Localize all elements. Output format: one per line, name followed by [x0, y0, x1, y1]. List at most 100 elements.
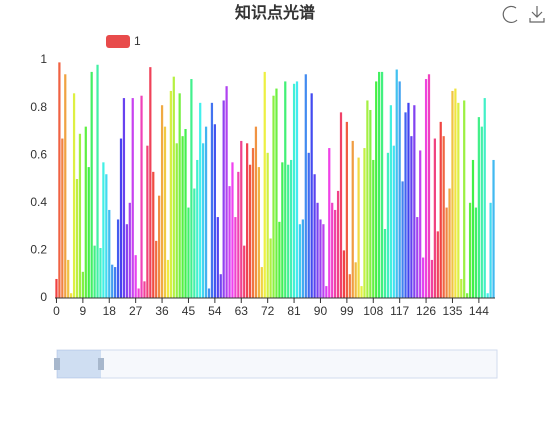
bar [128, 202, 131, 298]
bar [228, 186, 231, 298]
bar [257, 167, 260, 298]
bar [96, 64, 99, 298]
bar [348, 274, 351, 298]
bar [363, 148, 366, 298]
bar [240, 140, 243, 298]
bar [389, 105, 392, 298]
zoom-window[interactable] [57, 350, 101, 378]
bar [316, 202, 319, 298]
bar [313, 174, 316, 298]
bar [380, 71, 384, 299]
bar [67, 259, 70, 298]
bar [407, 102, 410, 298]
bar [105, 174, 108, 298]
bar [102, 162, 105, 298]
x-tick-label: 63 [235, 304, 249, 318]
zoom-handle[interactable] [98, 358, 104, 370]
bar [61, 138, 64, 298]
bar [196, 159, 199, 298]
legend-swatch [106, 35, 130, 48]
bar [275, 88, 278, 298]
bar [448, 188, 451, 298]
bar [307, 152, 310, 298]
bar [290, 159, 293, 298]
bar [486, 293, 489, 298]
bar [360, 286, 363, 298]
bar [480, 126, 483, 298]
zoom-track[interactable] [56, 349, 498, 379]
x-tick-label: 99 [340, 304, 354, 318]
bar [477, 117, 480, 299]
bar [122, 98, 126, 298]
x-tick-label: 135 [442, 304, 462, 318]
bar [483, 98, 486, 298]
bar [319, 219, 322, 298]
bar [369, 109, 372, 298]
restore-icon[interactable] [502, 5, 518, 24]
y-tick-label: 0.6 [30, 147, 47, 161]
bar [81, 271, 84, 298]
zoom-handle[interactable] [54, 358, 60, 370]
bar [87, 167, 90, 298]
bar [125, 224, 128, 298]
bar [445, 207, 448, 298]
bar [451, 90, 454, 298]
y-tick-label: 0.2 [30, 243, 47, 257]
bar [146, 145, 149, 298]
bar [225, 86, 228, 299]
x-tick-label: 27 [129, 304, 143, 318]
bar [471, 159, 475, 298]
bar [70, 293, 73, 298]
x-tick-label: 144 [469, 304, 489, 318]
bar [158, 195, 161, 298]
bar [325, 286, 328, 298]
bar [328, 148, 331, 298]
bar [243, 245, 246, 298]
bar [58, 62, 61, 298]
bar [345, 121, 348, 298]
bar [108, 209, 111, 298]
bar [354, 262, 357, 298]
bar [392, 145, 395, 298]
bar [433, 138, 436, 298]
bar [210, 102, 214, 298]
bar [155, 240, 158, 298]
x-tick-label: 108 [363, 304, 383, 318]
bar [339, 112, 343, 298]
bar [187, 207, 190, 298]
bar [181, 136, 184, 298]
bar [93, 245, 96, 298]
save-icon[interactable] [529, 6, 545, 23]
bar [207, 288, 211, 298]
y-tick-label: 0.4 [30, 195, 47, 209]
bar [169, 90, 172, 298]
bar [263, 71, 266, 299]
bar [492, 159, 495, 298]
x-tick-label: 18 [103, 304, 117, 318]
bar [386, 152, 390, 298]
bar [489, 202, 492, 298]
bar [190, 79, 193, 298]
bar [336, 190, 340, 298]
y-tick-label: 0.8 [30, 100, 47, 114]
toolbox[interactable] [502, 5, 545, 24]
bar [419, 150, 422, 298]
bar [193, 188, 196, 298]
bar [111, 264, 114, 298]
bar [251, 148, 255, 298]
bar [175, 143, 178, 298]
bar [137, 288, 140, 298]
data-zoom[interactable] [54, 349, 498, 379]
bar [213, 124, 216, 298]
x-tick-label: 36 [155, 304, 169, 318]
y-tick-label: 1 [40, 52, 47, 66]
bar [163, 126, 167, 298]
x-tick-label: 45 [182, 304, 196, 318]
bar [199, 102, 202, 298]
bar [292, 83, 296, 298]
bar [202, 143, 205, 298]
bar [427, 74, 431, 298]
bar [466, 293, 469, 298]
bar [234, 217, 237, 298]
